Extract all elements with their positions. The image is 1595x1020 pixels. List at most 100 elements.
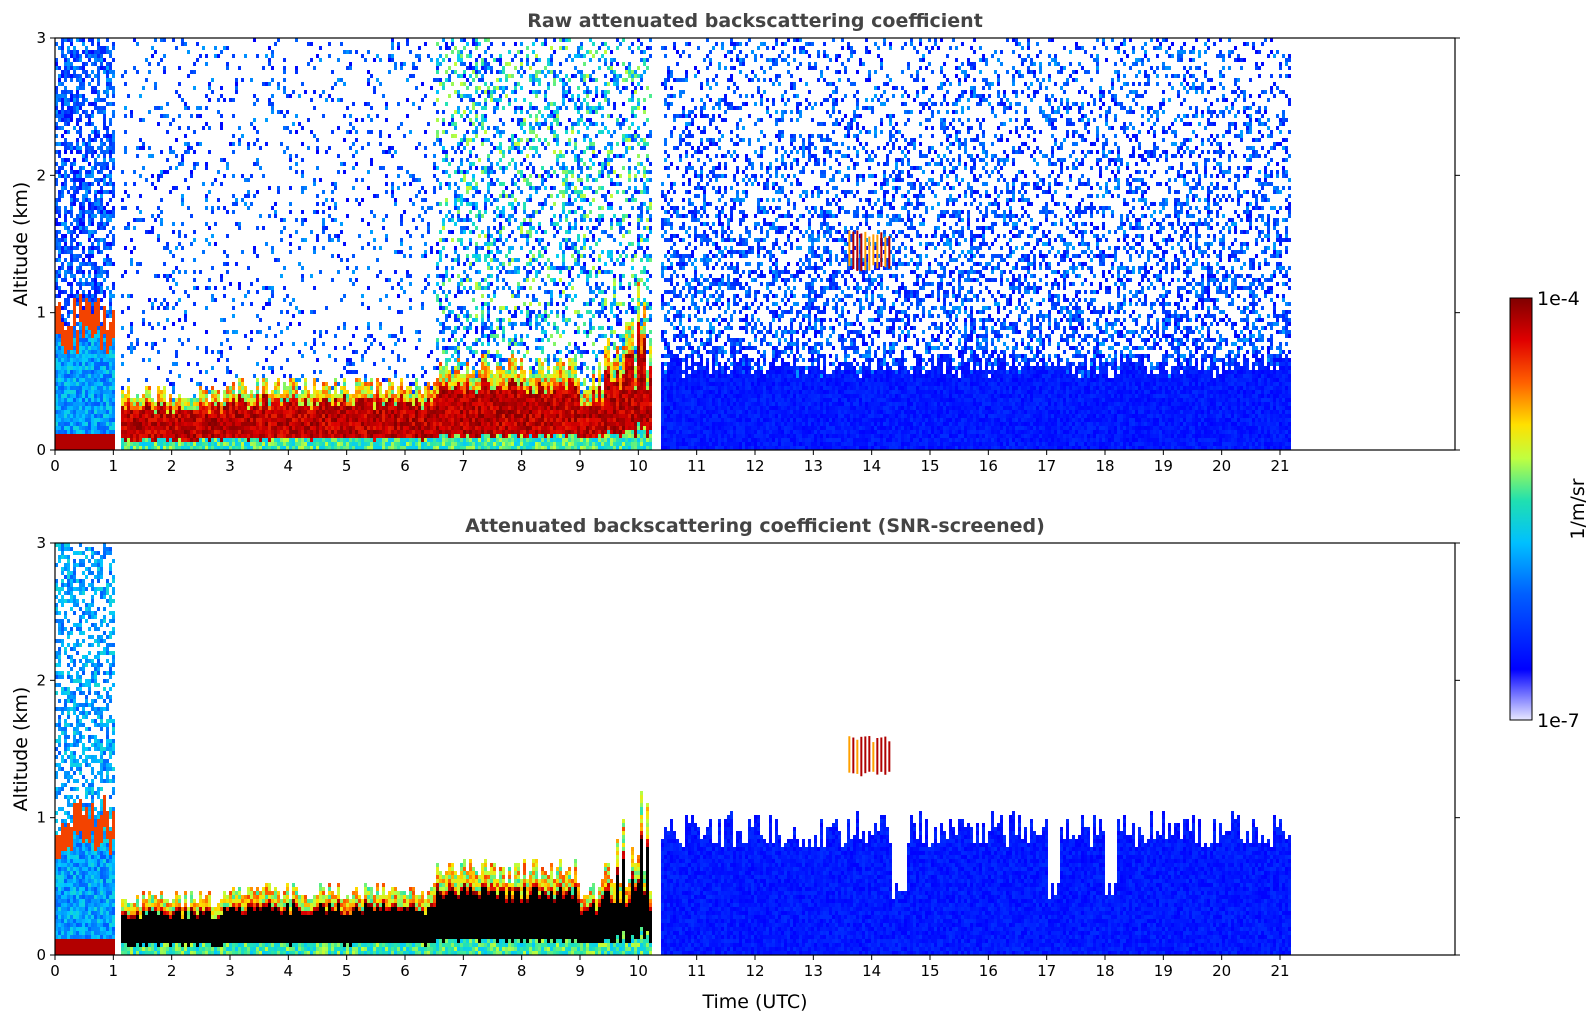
heatmap-cell xyxy=(193,278,196,282)
heatmap-cell xyxy=(82,62,85,66)
heatmap-cell xyxy=(280,430,283,434)
heatmap-cell xyxy=(163,262,166,266)
heatmap-cell xyxy=(481,390,484,394)
heatmap-cell xyxy=(271,246,274,250)
heatmap-cell xyxy=(64,426,67,430)
heatmap-cell xyxy=(175,402,178,406)
heatmap-cell xyxy=(415,430,418,434)
heatmap-cell xyxy=(481,442,484,446)
heatmap-cell xyxy=(445,390,448,394)
heatmap-cell xyxy=(214,406,217,410)
heatmap-cell xyxy=(298,386,301,390)
heatmap-cell xyxy=(130,446,133,450)
heatmap-cell xyxy=(58,330,61,334)
heatmap-cell xyxy=(364,338,367,342)
heatmap-cell xyxy=(400,62,403,66)
heatmap-cell xyxy=(91,434,94,438)
heatmap-cell xyxy=(76,258,79,262)
heatmap-cell xyxy=(328,398,331,402)
heatmap-cell xyxy=(169,146,172,150)
heatmap-cell xyxy=(391,414,394,418)
heatmap-cell xyxy=(223,402,226,406)
heatmap-cell xyxy=(313,178,316,182)
heatmap-cell xyxy=(208,242,211,246)
heatmap-cell xyxy=(55,230,58,234)
heatmap-cell xyxy=(151,418,154,422)
heatmap-cell xyxy=(256,158,259,162)
heatmap-cell xyxy=(361,442,364,446)
heatmap-cell xyxy=(160,446,163,450)
heatmap-cell xyxy=(109,430,112,434)
heatmap-cell xyxy=(94,106,97,110)
heatmap-cell xyxy=(430,390,433,394)
heatmap-cell xyxy=(67,350,70,354)
heatmap-cell xyxy=(79,266,82,270)
heatmap-cell xyxy=(124,418,127,422)
heatmap-cell xyxy=(442,218,445,222)
heatmap-cell xyxy=(295,406,298,410)
heatmap-cell xyxy=(448,382,451,386)
heatmap-cell xyxy=(325,434,328,438)
heatmap-cell xyxy=(103,46,106,50)
heatmap-cell xyxy=(229,418,232,422)
heatmap-cell xyxy=(478,218,481,222)
heatmap-cell xyxy=(286,126,289,130)
heatmap-cell xyxy=(256,190,259,194)
heatmap-cell xyxy=(112,386,115,390)
heatmap-cell xyxy=(106,418,109,422)
heatmap-cell xyxy=(277,394,280,398)
heatmap-cell xyxy=(229,398,232,402)
heatmap-cell xyxy=(139,94,142,98)
heatmap-cell xyxy=(109,354,112,358)
heatmap-cell xyxy=(124,434,127,438)
heatmap-cell xyxy=(385,278,388,282)
heatmap-cell xyxy=(58,346,61,350)
heatmap-cell xyxy=(361,446,364,450)
heatmap-cell xyxy=(82,398,85,402)
heatmap-cell xyxy=(91,86,94,90)
heatmap-cell xyxy=(124,182,127,186)
heatmap-cell xyxy=(241,422,244,426)
heatmap-cell xyxy=(145,418,148,422)
heatmap-cell xyxy=(94,334,97,338)
heatmap-cell xyxy=(436,62,439,66)
heatmap-cell xyxy=(457,214,460,218)
heatmap-cell xyxy=(79,390,82,394)
heatmap-cell xyxy=(121,394,124,398)
heatmap-cell xyxy=(76,74,79,78)
heatmap-cell xyxy=(100,306,103,310)
heatmap-cell xyxy=(415,194,418,198)
heatmap-cell xyxy=(382,150,385,154)
heatmap-cell xyxy=(94,102,97,106)
heatmap-cell xyxy=(478,234,481,238)
heatmap-cell xyxy=(388,334,391,338)
heatmap-cell xyxy=(259,446,262,450)
heatmap-cell xyxy=(73,126,76,130)
heatmap-cell xyxy=(442,306,445,310)
heatmap-cell xyxy=(61,42,64,46)
heatmap-cell xyxy=(112,214,115,218)
heatmap-cell xyxy=(334,398,337,402)
heatmap-cell xyxy=(352,398,355,402)
heatmap-cell xyxy=(298,122,301,126)
heatmap-cell xyxy=(466,446,469,450)
heatmap-cell xyxy=(319,334,322,338)
heatmap-cell xyxy=(199,406,202,410)
heatmap-cell xyxy=(70,386,73,390)
heatmap-cell xyxy=(259,442,262,446)
heatmap-cell xyxy=(391,410,394,414)
heatmap-cell xyxy=(454,110,457,114)
heatmap-cell xyxy=(55,218,58,222)
heatmap-cell xyxy=(109,242,112,246)
heatmap-cell xyxy=(400,390,403,394)
heatmap-cell xyxy=(319,46,322,50)
heatmap-cell xyxy=(106,330,109,334)
heatmap-cell xyxy=(55,122,58,126)
heatmap-cell xyxy=(436,418,439,422)
heatmap-cell xyxy=(202,182,205,186)
heatmap-cell xyxy=(289,166,292,170)
heatmap-cell xyxy=(352,186,355,190)
heatmap-cell xyxy=(256,330,259,334)
heatmap-cell xyxy=(61,182,64,186)
heatmap-cell xyxy=(112,398,115,402)
